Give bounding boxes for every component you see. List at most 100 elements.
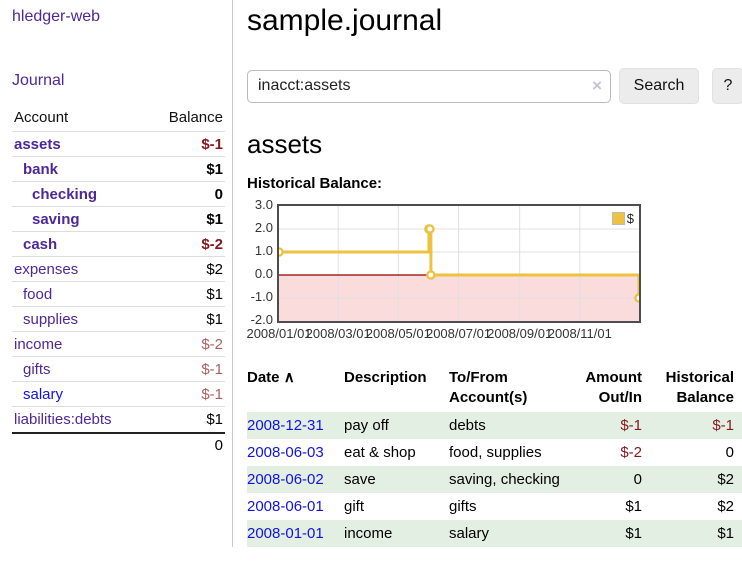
y-axis-tick-label: 1.0: [254, 243, 273, 258]
register-row: 2008-06-01 gift gifts $1 $2: [247, 493, 742, 520]
register-amount-cell: $1: [577, 520, 650, 547]
account-link-food[interactable]: food: [23, 285, 53, 303]
register-description-cell: pay off: [344, 412, 449, 439]
balance-column-header: Balance: [168, 109, 223, 126]
account-balance: $1: [206, 285, 223, 303]
account-total-row: 0: [12, 432, 225, 457]
historical-balance-chart[interactable]: $ 3.0 2.0 1.0 0.0 -1.0 -2.0 2008/01/01 2008/03/…: [246, 197, 687, 342]
account-row: income $-2: [12, 332, 225, 357]
column-header-balance[interactable]: Historical Balance: [665, 369, 734, 406]
main-content: sample.journal × Search ? assets Histori…: [233, 0, 742, 547]
register-balance-cell: $2: [650, 466, 742, 493]
legend-swatch: [611, 212, 625, 225]
y-axis-tick-label: 2.0: [254, 220, 273, 235]
x-axis-tick-label: 2008/07/01: [425, 326, 492, 341]
register-accounts-cell: food, supplies: [449, 444, 542, 461]
register-balance-cell: $-1: [650, 412, 742, 439]
account-link-cash[interactable]: cash: [23, 235, 58, 253]
register-amount-cell: $-1: [577, 412, 650, 439]
account-link-bank[interactable]: bank: [23, 160, 59, 178]
x-axis-tick-label: 2008/03/01: [305, 326, 371, 341]
account-row: saving $1: [12, 207, 225, 232]
transaction-date-link[interactable]: 2008-06-02: [247, 471, 324, 488]
account-link-income[interactable]: income: [14, 335, 63, 353]
register-description-cell: save: [344, 466, 449, 493]
account-balance: $-1: [201, 135, 223, 153]
account-column-header: Account: [14, 109, 69, 126]
account-link-liabilities-debts[interactable]: liabilities:debts: [14, 411, 112, 428]
app-layout: hledger-web Journal Account Balance asse…: [0, 0, 742, 547]
account-link-supplies[interactable]: supplies: [23, 310, 79, 328]
x-axis-tick-label: 2008/01/01: [246, 326, 312, 341]
account-balance: $2: [206, 260, 223, 278]
register-row: 2008-06-02 save saving, checking 0 $2: [247, 466, 742, 493]
column-header-description[interactable]: Description: [344, 369, 427, 386]
account-row: bank $1: [12, 157, 225, 182]
search-bar: × Search ?: [247, 68, 742, 104]
chart-legend: $: [611, 211, 634, 226]
register-date-cell: 2008-06-02: [247, 466, 344, 493]
account-row: assets $-1: [12, 132, 225, 157]
x-axis-tick-label: 2008/05/01: [365, 326, 431, 341]
app-brand-link[interactable]: hledger-web: [12, 8, 101, 25]
sidebar: hledger-web Journal Account Balance asse…: [0, 0, 233, 547]
transaction-date-link[interactable]: 2008-12-31: [247, 417, 324, 434]
register-date-cell: 2008-06-01: [247, 493, 344, 520]
register-amount-cell: 0: [577, 466, 650, 493]
register-date-cell: 2008-01-01: [247, 520, 344, 547]
search-input[interactable]: [247, 69, 611, 103]
transaction-date-link[interactable]: 2008-06-01: [247, 498, 324, 515]
register-description-cell: eat & shop: [344, 444, 416, 461]
y-axis-tick-label: 0.0: [254, 266, 273, 281]
account-row: gifts $-1: [12, 357, 225, 382]
register-accounts-cell: gifts: [449, 498, 477, 515]
register-amount-cell: $1: [625, 498, 642, 515]
account-row: salary $-1: [12, 382, 225, 407]
y-axis-tick-label: -1.0: [250, 289, 273, 304]
account-link-salary[interactable]: salary: [23, 385, 64, 403]
register-accounts-cell: salary: [449, 520, 577, 547]
column-header-accounts[interactable]: To/From Account(s): [449, 369, 528, 406]
chart-plot-area[interactable]: $: [277, 204, 641, 323]
account-row: liabilities:debts $1: [12, 407, 225, 432]
account-link-gifts[interactable]: gifts: [23, 360, 51, 378]
register-row: 2008-01-01 income salary $1 $1: [247, 520, 742, 547]
register-row: 2008-06-03 eat & shop food, supplies $-2 0: [247, 439, 742, 466]
x-axis-tick-label: 2008/11/01: [547, 326, 612, 341]
x-axis-tick-label: 2008/09/01: [487, 326, 553, 341]
account-balance: $1: [206, 310, 223, 328]
account-heading: assets: [247, 129, 323, 159]
chart-title: Historical Balance:: [247, 175, 383, 192]
account-link-assets[interactable]: assets: [14, 135, 61, 153]
search-button[interactable]: Search: [619, 68, 699, 104]
account-balance: $1: [206, 411, 223, 428]
account-row: expenses $2: [12, 257, 225, 282]
legend-label: $: [626, 211, 634, 226]
register-header-row: Date ∧ Description To/From Account(s) Am…: [247, 366, 742, 412]
help-button[interactable]: ?: [712, 68, 742, 104]
column-header-amount[interactable]: Amount Out/In: [585, 369, 642, 406]
account-link-expenses[interactable]: expenses: [14, 260, 79, 278]
account-balance: $-2: [201, 335, 223, 353]
register-description-cell: income: [344, 520, 449, 547]
register-table: Date ∧ Description To/From Account(s) Am…: [247, 366, 742, 547]
transaction-date-link[interactable]: 2008-06-03: [247, 444, 324, 461]
sidebar-item-journal[interactable]: Journal: [12, 72, 65, 89]
register-date-cell: 2008-06-03: [247, 439, 344, 466]
account-link-saving[interactable]: saving: [32, 210, 80, 228]
transaction-date-link[interactable]: 2008-01-01: [247, 525, 324, 542]
column-header-date[interactable]: Date ∧: [247, 369, 295, 386]
register-balance-cell: $1: [650, 520, 742, 547]
account-balance: $-1: [201, 385, 223, 403]
account-balance: 0: [214, 185, 223, 203]
register-amount-cell: $-2: [620, 444, 642, 461]
account-link-checking[interactable]: checking: [32, 185, 98, 203]
account-balance: $1: [206, 210, 223, 228]
register-accounts-cell: saving, checking: [449, 466, 577, 493]
register-accounts-cell: debts: [449, 412, 577, 439]
y-axis-tick-label: 3.0: [254, 197, 273, 212]
total-balance: 0: [214, 437, 223, 454]
clear-search-icon[interactable]: ×: [592, 75, 602, 95]
account-balance-table: Account Balance assets $-1 bank $1 checking 0…: [12, 106, 225, 457]
account-rows: assets $-1 bank $1 checking 0 saving $1 cash $-2 e…: [12, 132, 225, 432]
